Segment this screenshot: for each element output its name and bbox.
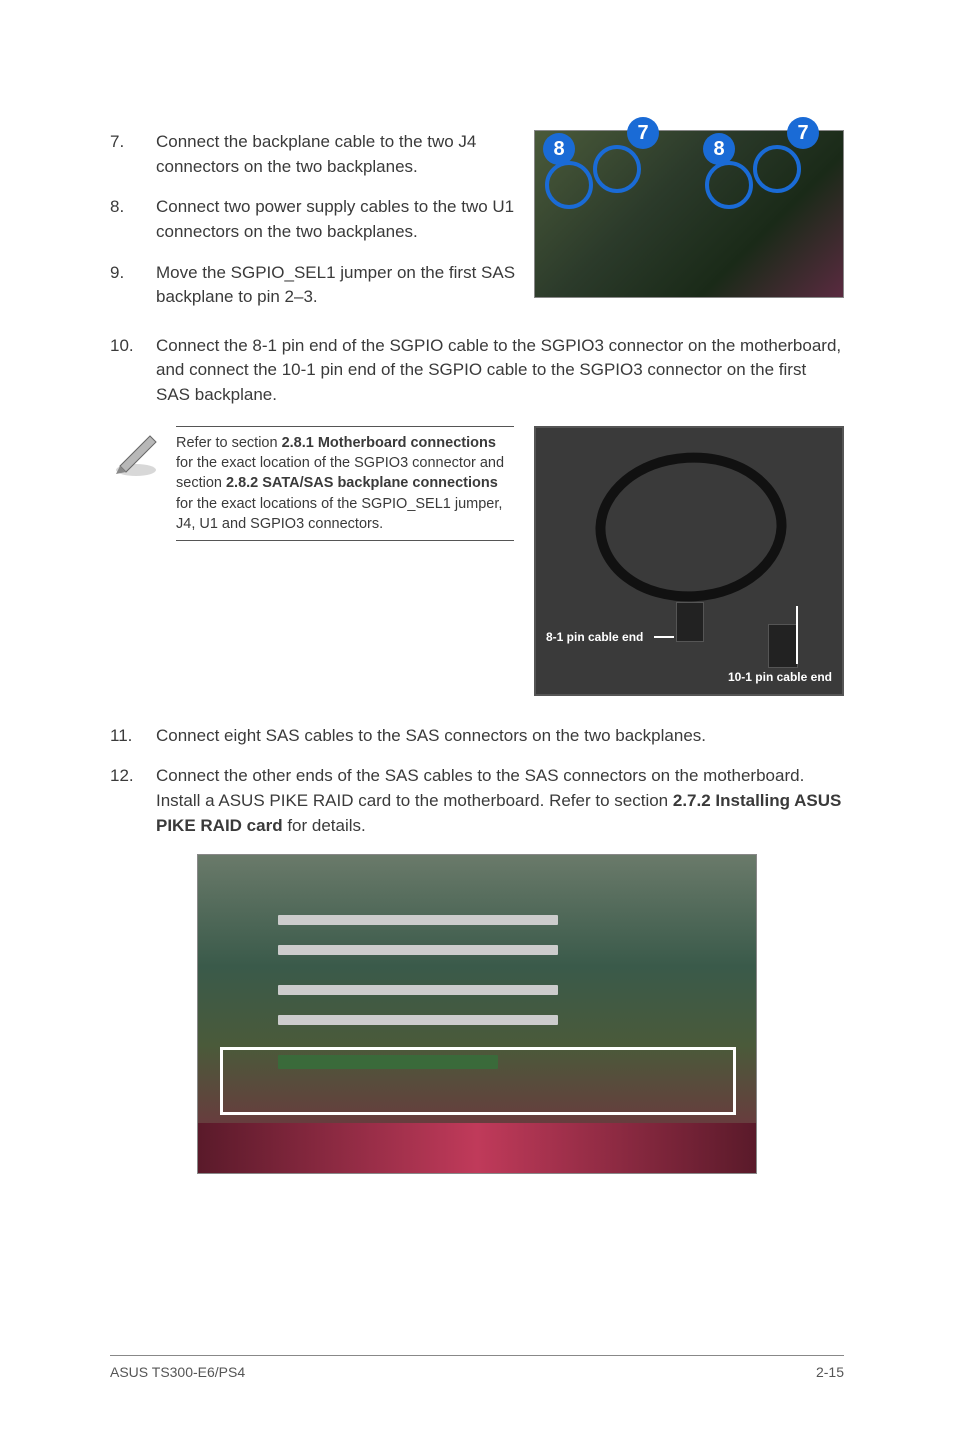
step-text: Connect the 8-1 pin end of the SGPIO cab… — [156, 334, 844, 408]
note-part: for the exact locations of the SGPIO_SEL… — [176, 496, 502, 532]
motherboard-photo — [197, 854, 757, 1174]
note-bold: 2.8.2 SATA/SAS backplane connections — [226, 475, 498, 491]
footer-page-number: 2-15 — [816, 1364, 844, 1380]
callout-circle — [593, 145, 641, 193]
step-text: Move the SGPIO_SEL1 jumper on the first … — [156, 261, 516, 310]
step-7: 7. Connect the backplane cable to the tw… — [110, 130, 516, 179]
callout-circle — [705, 161, 753, 209]
note-part: Refer to section — [176, 435, 282, 451]
step-text: Connect two power supply cables to the t… — [156, 195, 516, 244]
callout-badge-7: 7 — [787, 117, 819, 149]
cable-coil — [582, 434, 799, 620]
step-number: 12. — [110, 764, 156, 838]
pci-slot — [278, 985, 558, 995]
footer-model: ASUS TS300-E6/PS4 — [110, 1364, 245, 1380]
pci-slot — [278, 1015, 558, 1025]
backplane-photo: 8 7 8 7 — [534, 130, 844, 298]
highlight-box — [220, 1047, 736, 1115]
note-pencil-icon — [110, 426, 162, 478]
step-10: 10. Connect the 8-1 pin end of the SGPIO… — [110, 334, 844, 408]
callout-badge-8: 8 — [703, 133, 735, 165]
step-8: 8. Connect two power supply cables to th… — [110, 195, 516, 244]
page-footer: ASUS TS300-E6/PS4 2-15 — [110, 1355, 844, 1380]
callout-badge-7: 7 — [627, 117, 659, 149]
step-9: 9. Move the SGPIO_SEL1 jumper on the fir… — [110, 261, 516, 310]
pci-slot — [278, 945, 558, 955]
step-number: 9. — [110, 261, 156, 310]
arrow-line — [796, 606, 798, 664]
step-number: 7. — [110, 130, 156, 179]
step-number: 11. — [110, 724, 156, 749]
pci-slot — [278, 915, 558, 925]
arrow-line — [654, 636, 674, 638]
callout-circle — [545, 161, 593, 209]
cable-label-8-1: 8-1 pin cable end — [546, 630, 643, 644]
note-bold: 2.8.1 Motherboard connections — [282, 435, 496, 451]
step-text: Connect eight SAS cables to the SAS conn… — [156, 724, 844, 749]
callout-circle — [753, 145, 801, 193]
sas-cables — [198, 1123, 756, 1173]
step-text: Connect the other ends of the SAS cables… — [156, 764, 844, 838]
step-number: 10. — [110, 334, 156, 408]
cable-label-10-1: 10-1 pin cable end — [728, 670, 832, 684]
connector-8-1 — [676, 602, 704, 642]
step-number: 8. — [110, 195, 156, 244]
callout-badge-8: 8 — [543, 133, 575, 165]
step-text: Connect the backplane cable to the two J… — [156, 130, 516, 179]
step-part: for details. — [283, 816, 366, 835]
step-11: 11. Connect eight SAS cables to the SAS … — [110, 724, 844, 749]
connector-10-1 — [768, 624, 798, 668]
note-text: Refer to section 2.8.1 Motherboard conne… — [176, 426, 514, 541]
sgpio-cable-photo: 8-1 pin cable end 10-1 pin cable end — [534, 426, 844, 696]
step-12: 12. Connect the other ends of the SAS ca… — [110, 764, 844, 838]
